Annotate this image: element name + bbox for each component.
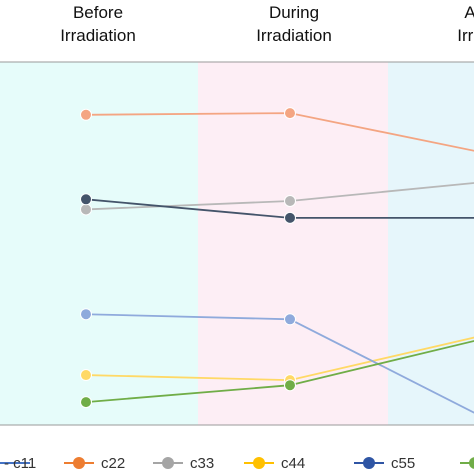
phase-labels: Before Irradiation During Irradiation A Irra bbox=[60, 3, 474, 45]
legend-marker-5 bbox=[363, 457, 375, 469]
phase-label-3-line-2: Irra bbox=[457, 26, 474, 45]
phase-band-1 bbox=[0, 62, 198, 425]
legend-marker-4 bbox=[253, 457, 265, 469]
phase-label-1-line-2: Irradiation bbox=[60, 26, 136, 45]
phase-label-2-line-1: During bbox=[269, 3, 319, 22]
legend-label-3: c33 bbox=[190, 455, 214, 472]
phase-label-2-line-2: Irradiation bbox=[256, 26, 332, 45]
point-c33-2 bbox=[284, 194, 296, 207]
legend-label-2: c22 bbox=[101, 455, 125, 472]
point-c66-1 bbox=[80, 396, 92, 409]
phase-label-1-line-1: Before bbox=[73, 3, 123, 22]
legend-marker-2 bbox=[73, 457, 85, 469]
legend-label-4: c44 bbox=[281, 455, 305, 472]
point-c11b-2 bbox=[284, 313, 296, 326]
phase-bands bbox=[0, 62, 474, 425]
legend-label-5: c55 bbox=[391, 455, 415, 472]
legend-label-1: - c11 bbox=[4, 455, 36, 472]
point-c22-1 bbox=[80, 108, 92, 121]
point-c55-1 bbox=[80, 193, 92, 206]
point-c66-2 bbox=[284, 379, 296, 392]
point-c22-2 bbox=[284, 107, 296, 120]
point-c55-2 bbox=[284, 211, 296, 224]
series-points bbox=[80, 107, 296, 409]
phase-label-3-line-1: A bbox=[464, 3, 474, 22]
point-c33-1 bbox=[80, 203, 92, 216]
legend-marker-6 bbox=[469, 457, 474, 469]
point-c44-1 bbox=[80, 369, 92, 382]
legend-marker-3 bbox=[162, 457, 174, 469]
legend: - c11 c22 c33 c44 c55 bbox=[0, 455, 474, 472]
phase-band-3 bbox=[388, 62, 474, 425]
point-c11b-1 bbox=[80, 308, 92, 321]
